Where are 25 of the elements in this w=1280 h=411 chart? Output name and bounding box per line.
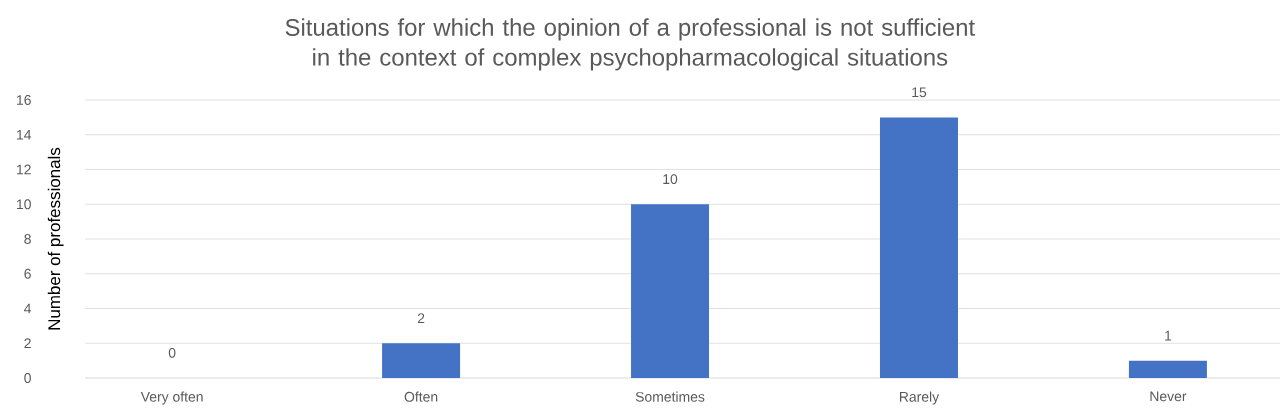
x-tick-label: Sometimes xyxy=(635,391,705,402)
chart-title: Situations for which the opinion of a professional is not sufficient in the context of complex psychopharmacological situations xyxy=(285,18,975,71)
data-label: 2 xyxy=(417,313,425,324)
bar xyxy=(382,343,461,378)
y-tick-label: 10 xyxy=(17,199,31,210)
bar xyxy=(1128,360,1207,378)
data-label: 0 xyxy=(168,347,176,358)
y-tick-label: 8 xyxy=(24,234,31,244)
data-label: 1 xyxy=(1165,330,1172,341)
bar xyxy=(631,204,710,378)
y-axis-title: Number of professionals xyxy=(47,147,64,330)
bar xyxy=(879,117,958,378)
x-tick-label: Rarely xyxy=(899,391,940,405)
y-tick-label: 0 xyxy=(24,373,31,383)
y-tick-label: 6 xyxy=(24,268,31,279)
x-tick-label: Often xyxy=(404,391,438,402)
x-tick-label: Never xyxy=(1150,391,1187,402)
y-tick-label: 2 xyxy=(24,338,31,349)
y-tick-label: 16 xyxy=(17,95,31,105)
x-tick-label: Very often xyxy=(140,391,203,405)
y-tick-label: 4 xyxy=(24,303,32,314)
y-tick-label: 14 xyxy=(17,129,32,140)
data-label: 10 xyxy=(663,174,678,185)
data-label: 15 xyxy=(912,87,927,98)
y-tick-label: 12 xyxy=(17,164,31,175)
